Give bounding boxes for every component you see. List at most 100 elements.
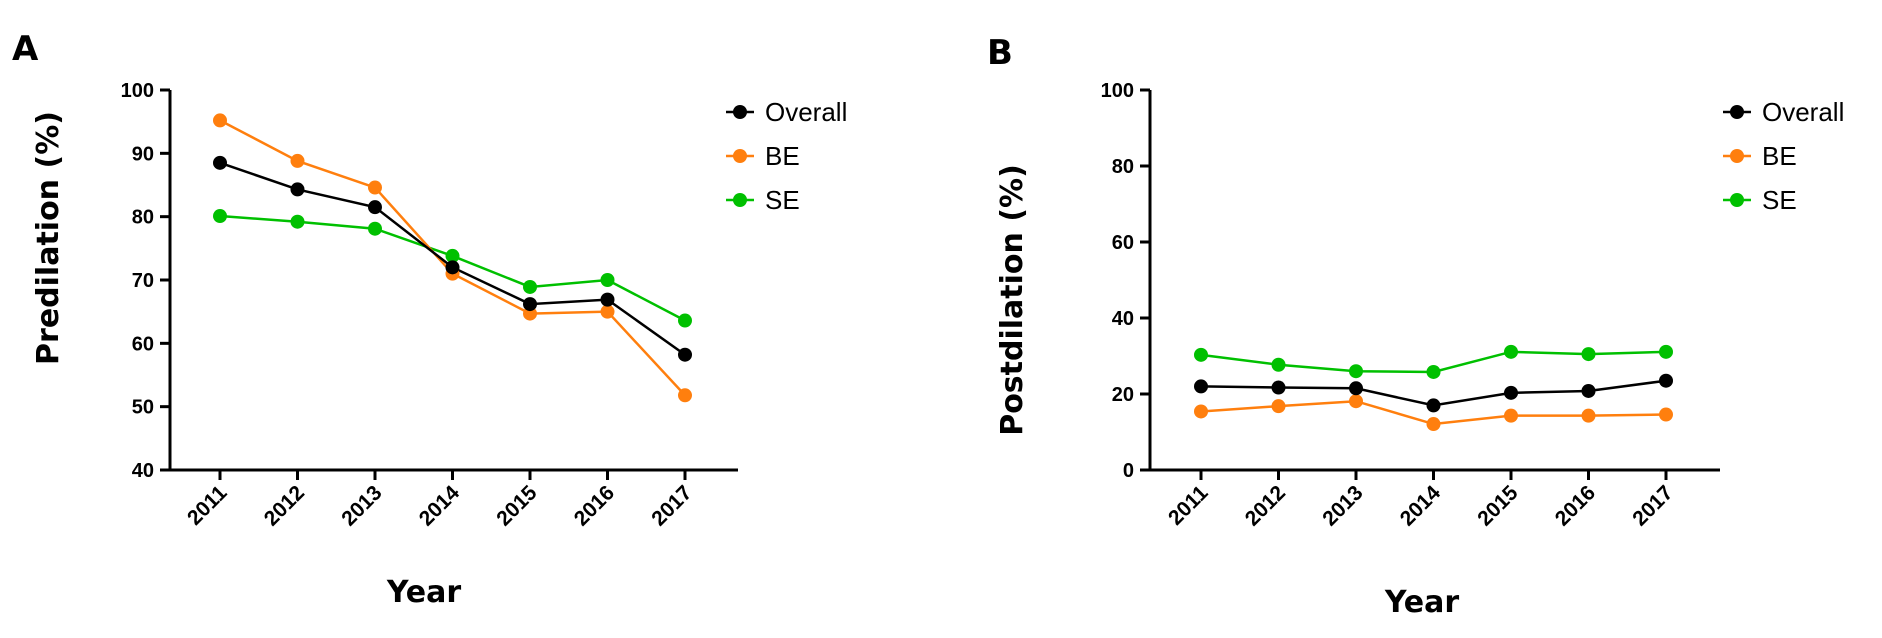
x-axis-title: Year xyxy=(386,575,462,610)
y-tick-label: 40 xyxy=(132,460,154,482)
data-point-se xyxy=(1194,347,1208,362)
data-point-be xyxy=(368,180,382,195)
data-point-overall xyxy=(445,260,460,275)
data-point-se xyxy=(213,209,227,224)
y-tick-label: 80 xyxy=(132,207,154,229)
data-point-be xyxy=(1504,408,1518,423)
legend-label: BE xyxy=(1762,141,1797,171)
x-tick-label: 2016 xyxy=(1551,481,1600,530)
x-tick-label: 2017 xyxy=(1628,481,1677,530)
y-tick-label: 60 xyxy=(1112,232,1134,254)
axes: 0 20 40 60 80 100 2011 2012 2013 2014 2015 2016 2017 xyxy=(1101,80,1720,531)
data-point-se xyxy=(1426,364,1441,379)
data-point-se xyxy=(600,273,615,287)
data-point-overall xyxy=(1659,373,1673,388)
data-point-be xyxy=(678,388,692,403)
panel-letter: B xyxy=(987,33,1013,73)
data-point-overall xyxy=(1194,379,1208,394)
data-point-be xyxy=(1194,404,1208,419)
data-point-be xyxy=(290,153,305,168)
data-point-overall xyxy=(290,182,305,197)
data-point-se xyxy=(678,313,692,328)
data-point-overall xyxy=(1349,381,1363,396)
data-point-be xyxy=(1581,408,1596,423)
series-group xyxy=(213,113,692,403)
data-point-se xyxy=(290,214,305,229)
y-tick-label: 90 xyxy=(132,143,154,165)
data-point-se xyxy=(1504,344,1518,359)
legend-marker xyxy=(733,193,747,207)
data-point-overall xyxy=(1581,383,1596,398)
data-point-be xyxy=(1659,407,1673,422)
data-point-overall xyxy=(600,292,615,307)
x-tick-label: 2015 xyxy=(1473,481,1523,531)
data-point-overall xyxy=(1271,380,1286,395)
y-axis-title: Postdilation (%) xyxy=(995,164,1030,436)
y-tick-label: 60 xyxy=(132,333,154,355)
legend-marker xyxy=(1730,193,1744,207)
data-point-se xyxy=(1659,344,1673,359)
x-tick-label: 2014 xyxy=(1396,481,1446,531)
data-point-be xyxy=(1426,417,1441,432)
x-tick-label: 2017 xyxy=(647,481,696,530)
data-point-overall xyxy=(213,155,227,170)
legend-label: SE xyxy=(765,185,800,215)
data-point-overall xyxy=(1504,385,1518,400)
data-point-be xyxy=(213,113,227,128)
x-tick-label: 2012 xyxy=(1241,481,1290,530)
data-point-overall xyxy=(1426,398,1441,413)
legend-marker xyxy=(1730,149,1744,163)
legend-label: Overall xyxy=(765,97,847,127)
y-tick-label: 100 xyxy=(121,80,154,102)
axes: 40 50 60 70 80 90 100 2011 2012 2013 2014 2015 2016 2… xyxy=(121,80,738,531)
data-point-overall xyxy=(678,347,692,362)
y-tick-label: 0 xyxy=(1123,460,1134,482)
data-point-overall xyxy=(368,200,382,215)
x-tick-label: 2013 xyxy=(1318,481,1367,530)
legend-label: Overall xyxy=(1762,97,1844,127)
legend-marker xyxy=(733,105,747,119)
data-point-se xyxy=(1349,364,1363,379)
data-point-se xyxy=(368,221,382,236)
series-group xyxy=(1194,344,1673,432)
x-tick-label: 2011 xyxy=(183,481,232,530)
legend-label: SE xyxy=(1762,185,1797,215)
legend-label: BE xyxy=(765,141,800,171)
y-tick-label: 40 xyxy=(1112,308,1134,330)
legend: Overall BE SE xyxy=(1723,97,1844,215)
y-axis-title: Predilation (%) xyxy=(31,111,66,365)
data-point-se xyxy=(1271,357,1286,372)
panel-b-chart: B Postdilation (%) Year 0 20 40 60 80 100 2011… xyxy=(987,33,1844,620)
legend: Overall BE SE xyxy=(726,97,847,215)
legend-item-overall: Overall xyxy=(1723,97,1844,127)
data-point-se xyxy=(445,248,460,263)
x-tick-label: 2011 xyxy=(1164,481,1213,530)
legend-marker xyxy=(733,149,747,163)
panel-letter: A xyxy=(12,29,39,69)
y-tick-label: 20 xyxy=(1112,384,1134,406)
legend-item-be: BE xyxy=(1723,141,1797,171)
panel-a-chart: A Predilation (%) Year 40 50 60 70 80 90 100 20… xyxy=(12,29,847,610)
legend-item-overall: Overall xyxy=(726,97,847,127)
data-point-se xyxy=(1581,347,1596,362)
x-tick-label: 2016 xyxy=(570,481,619,530)
data-point-overall xyxy=(523,297,537,312)
x-tick-label: 2015 xyxy=(492,481,542,531)
legend-item-se: SE xyxy=(726,185,800,215)
data-point-be xyxy=(1271,399,1286,414)
x-tick-label: 2013 xyxy=(337,481,386,530)
data-point-se xyxy=(523,279,537,294)
y-tick-label: 50 xyxy=(132,397,154,419)
y-tick-label: 100 xyxy=(1101,80,1134,102)
legend-item-se: SE xyxy=(1723,185,1797,215)
legend-marker xyxy=(1730,105,1744,119)
data-point-be xyxy=(1349,394,1363,409)
legend-item-be: BE xyxy=(726,141,800,171)
y-tick-label: 70 xyxy=(132,270,154,292)
data-point-be xyxy=(600,304,615,319)
x-axis-title: Year xyxy=(1384,585,1460,620)
y-tick-label: 80 xyxy=(1112,156,1134,178)
x-tick-label: 2012 xyxy=(260,481,309,530)
x-tick-label: 2014 xyxy=(415,481,465,531)
